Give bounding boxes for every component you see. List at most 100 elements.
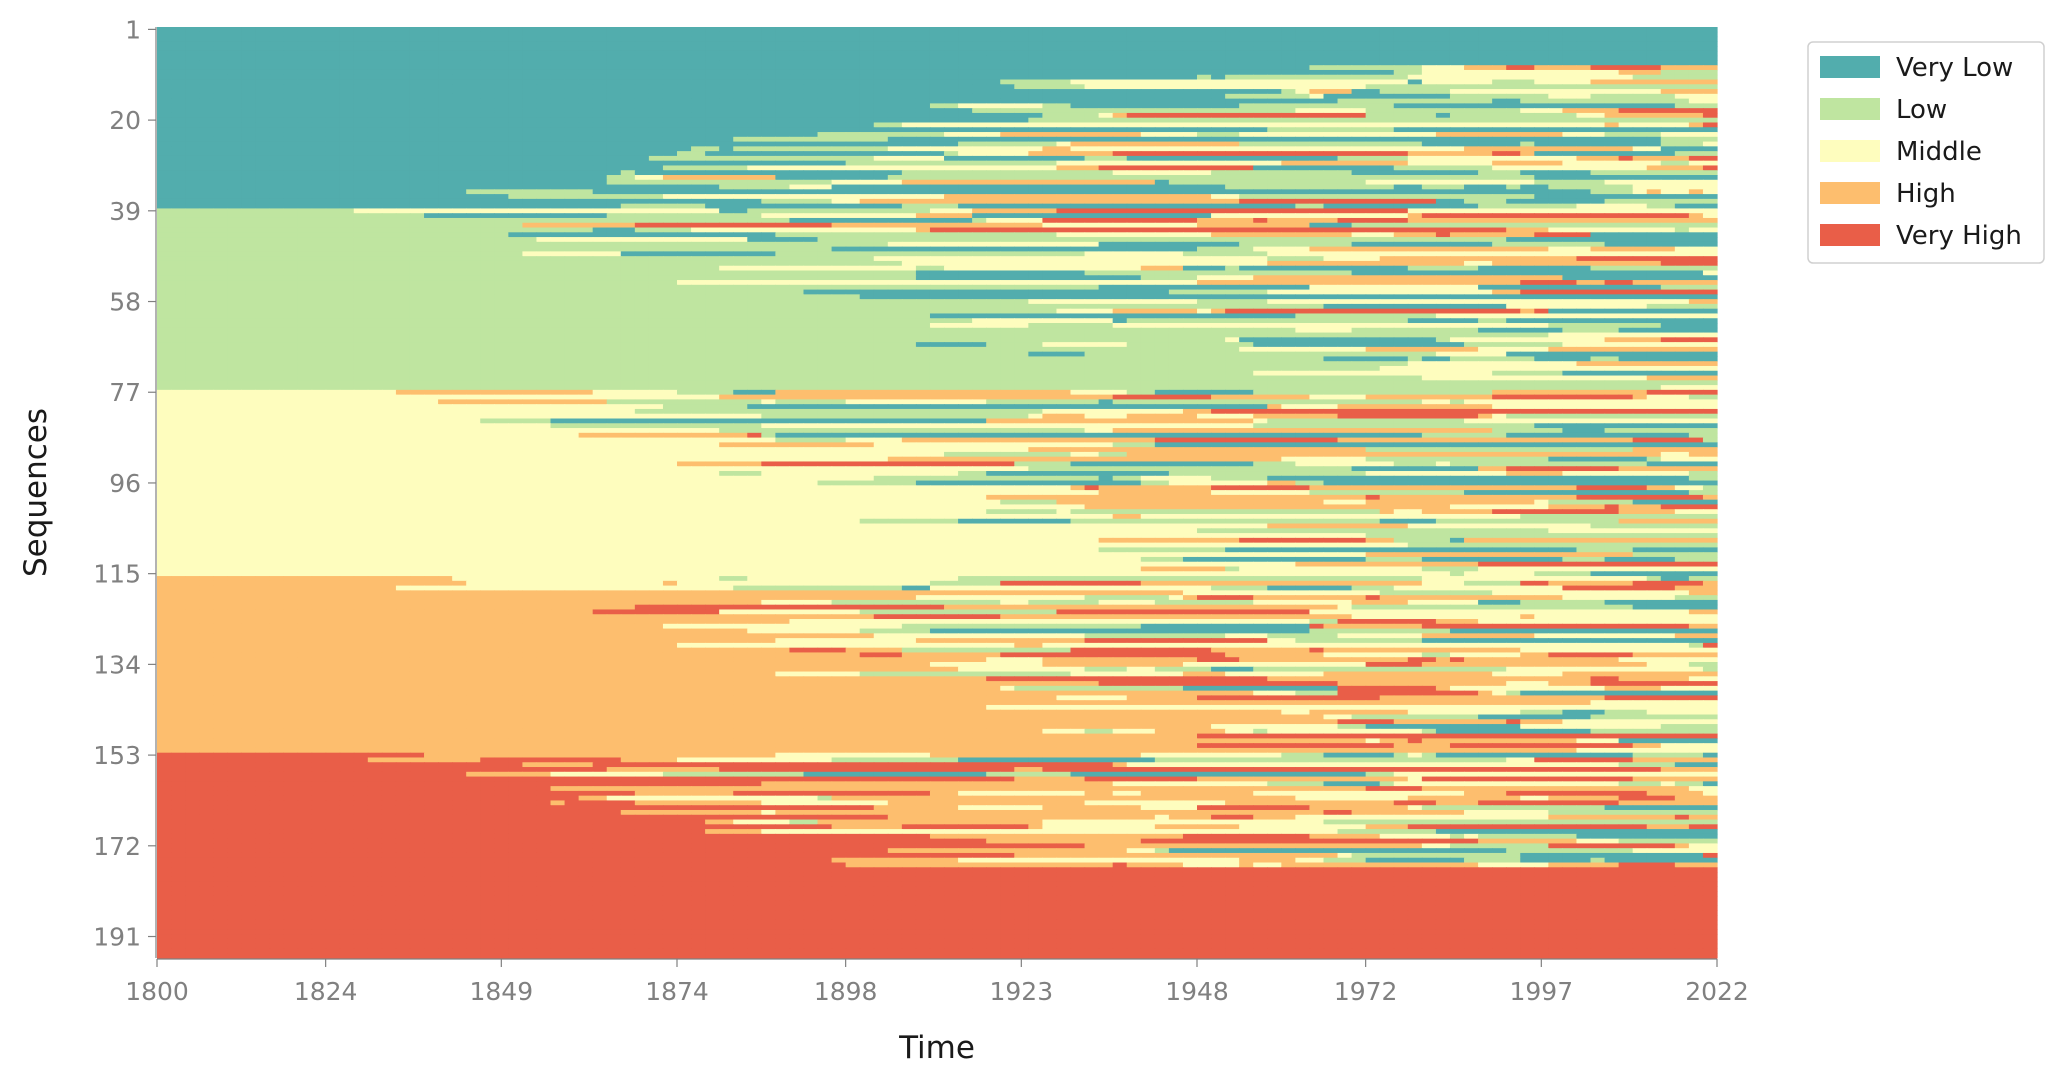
heatmap-cell	[1393, 27, 1409, 33]
heatmap-cell	[409, 122, 425, 128]
heatmap-cell	[1028, 122, 1043, 128]
heatmap-cell	[1464, 74, 1479, 81]
heatmap-cell	[761, 65, 776, 71]
heatmap-cell	[269, 155, 285, 162]
heatmap-cell	[564, 89, 580, 95]
heatmap-cell	[1070, 108, 1086, 114]
heatmap-cell	[452, 232, 467, 238]
heatmap-cell	[564, 132, 580, 138]
heatmap-cell	[1323, 198, 1339, 205]
heatmap-cell	[1506, 227, 1521, 233]
heatmap-cell	[1070, 194, 1086, 200]
heatmap-cell	[550, 79, 566, 85]
heatmap-cell	[1506, 189, 1521, 195]
heatmap-cell	[1379, 84, 1395, 90]
heatmap-cell	[1534, 108, 1549, 114]
heatmap-cell	[325, 79, 341, 85]
heatmap-cell	[508, 55, 523, 62]
heatmap-cell	[381, 103, 397, 109]
heatmap-cell	[494, 136, 509, 143]
heatmap-cell	[522, 232, 538, 238]
heatmap-cell	[255, 237, 271, 243]
heatmap-cell	[789, 165, 805, 171]
heatmap-cell	[915, 217, 931, 224]
heatmap-cell	[508, 27, 523, 33]
heatmap-cell	[1590, 141, 1606, 147]
heatmap-cell	[592, 65, 608, 71]
heatmap-cell	[1211, 74, 1226, 81]
heatmap-cell	[1098, 160, 1114, 167]
heatmap-cell	[1070, 141, 1086, 147]
heatmap-cell	[381, 203, 397, 210]
heatmap-cell	[705, 217, 720, 224]
heatmap-cell	[1590, 208, 1606, 214]
heatmap-cell	[1239, 198, 1254, 205]
heatmap-cell	[1014, 55, 1029, 62]
heatmap-cell	[859, 89, 875, 95]
heatmap-cell	[677, 108, 692, 114]
heatmap-cell	[339, 108, 355, 114]
heatmap-cell	[1126, 198, 1142, 205]
heatmap-cell	[1309, 217, 1325, 224]
heatmap-cell	[1435, 112, 1451, 119]
heatmap-cell	[325, 89, 341, 95]
heatmap-cell	[761, 41, 776, 47]
heatmap-cell	[1660, 55, 1676, 62]
heatmap-cell	[1140, 41, 1156, 47]
heatmap-cell	[199, 179, 214, 186]
heatmap-cell	[213, 31, 228, 38]
heatmap-cell	[1548, 93, 1563, 100]
heatmap-cell	[241, 36, 256, 42]
heatmap-cell	[691, 227, 706, 233]
heatmap-cell	[592, 222, 608, 229]
heatmap-cell	[1267, 208, 1282, 214]
heatmap-cell	[1112, 98, 1128, 104]
heatmap-cell	[648, 136, 664, 143]
heatmap-cell	[1492, 79, 1507, 85]
heatmap-cell	[719, 222, 734, 229]
heatmap-cell	[227, 213, 242, 219]
heatmap-cell	[339, 41, 355, 47]
heatmap-cell	[1112, 165, 1128, 171]
heatmap-cell	[1323, 46, 1339, 52]
heatmap-cell	[1000, 74, 1015, 81]
heatmap-cell	[1225, 93, 1240, 100]
heatmap-cell	[634, 184, 650, 190]
heatmap-cell	[269, 170, 285, 176]
heatmap-cell	[1534, 232, 1549, 238]
heatmap-cell	[1295, 194, 1311, 200]
heatmap-cell	[1295, 117, 1311, 124]
heatmap-cell	[789, 146, 805, 152]
heatmap-cell	[536, 208, 552, 214]
heatmap-cell	[1464, 69, 1479, 76]
heatmap-cell	[1435, 65, 1451, 71]
heatmap-cell	[578, 79, 594, 85]
heatmap-cell	[1000, 132, 1015, 138]
heatmap-cell	[1267, 132, 1282, 138]
heatmap-cell	[564, 41, 580, 47]
heatmap-cell	[958, 103, 973, 109]
heatmap-cell	[1014, 112, 1029, 119]
heatmap-cell	[1618, 89, 1634, 95]
heatmap-cell	[1140, 184, 1156, 190]
heatmap-cell	[269, 208, 285, 214]
heatmap-cell	[1253, 184, 1268, 190]
heatmap-cell	[1154, 141, 1170, 147]
heatmap-cell	[1168, 151, 1184, 157]
heatmap-cell	[789, 155, 805, 162]
heatmap-cell	[1590, 222, 1606, 229]
heatmap-cell	[1379, 237, 1395, 243]
heatmap-cell	[1028, 151, 1043, 157]
heatmap-cell	[1126, 50, 1142, 57]
heatmap-cell	[817, 203, 833, 210]
heatmap-cell	[634, 237, 650, 243]
heatmap-cell	[845, 189, 861, 195]
heatmap-cell	[859, 165, 875, 171]
heatmap-cell	[1239, 232, 1254, 238]
heatmap-cell	[1211, 194, 1226, 200]
heatmap-cell	[634, 232, 650, 238]
heatmap-cell	[803, 60, 819, 66]
heatmap-cell	[789, 189, 805, 195]
heatmap-cell	[466, 112, 481, 119]
heatmap-cell	[438, 103, 453, 109]
